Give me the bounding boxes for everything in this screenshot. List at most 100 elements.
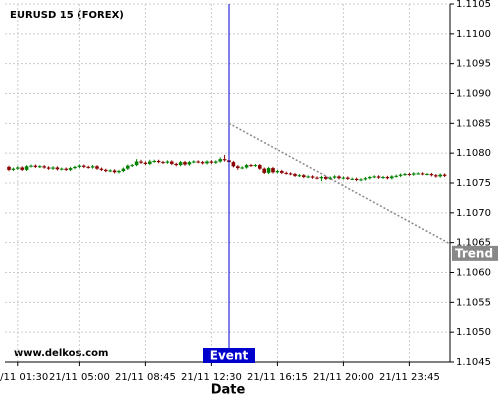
candle-body [258,165,262,169]
candle-body [420,173,425,175]
candle-body [429,174,434,176]
candle-body [82,165,86,167]
candle-body [104,169,108,172]
candle-body [38,166,42,168]
y-tick-label: 1.1100 [456,29,491,40]
candle-body [108,170,112,172]
candle-body [302,175,306,178]
candle-body [394,175,398,177]
candle-body [359,179,363,181]
candle-body [240,167,244,169]
candle-body [266,168,271,173]
x-tick-label: 21/11 01:30 [0,372,48,383]
candle-body [60,168,64,170]
candle-body [200,162,205,164]
candle-body [324,177,328,179]
x-tick-label: 21/11 12:30 [181,372,242,383]
candle-body [381,177,385,179]
candle-body [46,167,51,169]
candle-body [187,162,192,165]
candle-body [438,174,442,177]
candle-body [385,177,390,179]
candle-body [288,173,293,175]
y-tick-label: 1.1095 [456,59,491,70]
candle-body [315,177,319,179]
candle-body [16,167,20,169]
candle-body [354,178,359,181]
candle-body [293,174,297,176]
candle-body [126,165,130,169]
candle-body [442,174,447,176]
candle-body [77,165,82,167]
candle-body [416,173,420,175]
candle-body [42,166,46,168]
y-tick-label: 1.1075 [456,178,491,189]
candle-body [222,159,227,161]
candle-body [33,165,38,167]
x-tick-label: 21/11 20:00 [313,372,374,383]
candle-body [390,176,394,179]
candle-body [11,168,16,170]
candle-body [55,167,60,170]
candle-body [51,167,55,169]
x-axis-label: Date [211,383,246,398]
candle-body [363,178,368,180]
candle-body [139,161,143,163]
x-tick-label: 21/11 08:45 [115,372,176,383]
candle-body [376,176,381,178]
candle-body [170,161,174,164]
candle-body [236,166,240,169]
y-tick-label: 1.1045 [456,357,491,368]
candle-body [143,162,148,164]
candle-body [434,175,438,177]
y-tick-label: 1.1060 [456,268,491,279]
candle-body [249,165,253,167]
candle-body [262,168,266,173]
candle-body [112,170,117,173]
candle-body [319,177,324,179]
candle-body [64,168,68,170]
candle-body [310,176,315,178]
candle-body [161,162,165,164]
trend-line [228,122,451,245]
candle-body [407,174,412,176]
candle-body [209,161,214,163]
x-tick-label: 21/11 05:00 [49,372,110,383]
candle-body [174,163,178,166]
candle-body [412,173,416,175]
candle-body [156,160,161,163]
candle-body [280,171,284,173]
candle-body [178,162,183,166]
y-tick-label: 1.1065 [456,238,491,249]
candle-body [244,165,249,168]
candle-body [253,165,258,167]
candle-body [306,176,310,178]
candle-body [121,168,126,172]
y-tick-label: 1.1105 [456,0,491,10]
candle-body [218,159,222,162]
candle-body [95,166,99,169]
candle-body [350,178,354,180]
event-label-box [203,348,255,363]
candle-body [271,168,275,173]
candle-body [117,171,121,173]
y-tick-label: 1.1090 [456,89,491,100]
y-tick-label: 1.1080 [456,148,491,159]
y-tick-label: 1.1050 [456,327,491,338]
trend-label-box [452,245,498,261]
candle-body [24,166,29,170]
candle-body [86,166,90,168]
chart-title: EURUSD 15 (FOREX) [10,10,124,21]
candle-body [134,161,139,166]
x-tick-label: 21/11 23:45 [379,372,440,383]
candle-body [231,162,236,167]
candle-body [68,168,73,170]
candle-body [196,161,200,163]
candle-body [346,177,350,179]
candle-body [284,172,288,174]
candle-body [403,174,407,176]
x-tick-label: 21/11 16:15 [247,372,308,383]
candle-body [425,174,429,176]
